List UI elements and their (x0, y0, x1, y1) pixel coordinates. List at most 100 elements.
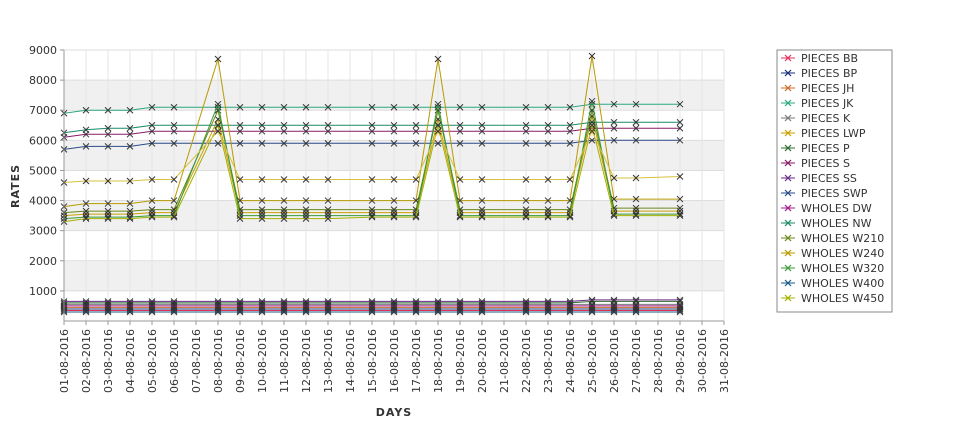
x-axis-title: DAYS (376, 406, 412, 419)
data-point (588, 136, 596, 144)
legend-item: PIECES S (781, 157, 850, 170)
data-point (214, 139, 222, 147)
data-point (544, 127, 552, 135)
data-point (478, 213, 486, 221)
data-point (302, 212, 310, 219)
data-point (588, 124, 596, 132)
data-point (258, 197, 266, 204)
data-point (544, 212, 552, 219)
data-point (434, 100, 442, 108)
data-point (302, 209, 310, 216)
data-point (632, 212, 640, 219)
x-tick-label: 26-08-2016 (608, 329, 621, 393)
data-point (632, 100, 640, 108)
legend-item: WHOLES W210 (781, 232, 884, 245)
data-point (676, 118, 684, 126)
series (60, 136, 684, 153)
data-point (368, 197, 376, 204)
legend: PIECES BB PIECES BP PIECES JH PIECES JK PIEC… (776, 49, 893, 313)
data-point (82, 207, 90, 215)
data-point (258, 139, 266, 147)
data-point (478, 206, 486, 213)
data-point (302, 127, 310, 135)
x-tick-label: 31-08-2016 (718, 329, 731, 393)
legend-label: PIECES SWP (801, 187, 868, 200)
data-point (456, 176, 464, 183)
legend-box (776, 49, 893, 313)
y-tick-label: 5000 (29, 164, 57, 177)
data-point (588, 302, 596, 310)
data-point (82, 106, 90, 114)
data-point (214, 100, 222, 108)
data-point (478, 139, 486, 147)
data-point (544, 121, 552, 129)
grid-lines (63, 49, 725, 321)
data-point (258, 212, 266, 219)
data-point (566, 103, 574, 111)
data-point (104, 200, 112, 207)
data-point (390, 176, 398, 183)
data-point (170, 139, 178, 147)
data-point (522, 176, 530, 183)
x-tick-label: 27-08-2016 (630, 329, 643, 393)
data-point (236, 302, 244, 310)
data-point (566, 121, 574, 129)
data-point (104, 308, 112, 316)
data-point (478, 127, 486, 135)
y-tick-label: 7000 (29, 104, 57, 117)
data-point (390, 212, 398, 219)
data-point (412, 103, 420, 111)
data-point (148, 206, 156, 213)
legend-label: WHOLES W320 (801, 262, 884, 275)
x-tick-label: 28-08-2016 (652, 329, 665, 393)
legend-item: WHOLES W320 (781, 262, 884, 275)
data-point (368, 127, 376, 135)
data-point (82, 215, 90, 222)
legend-label: WHOLES W240 (801, 247, 884, 260)
data-point (104, 215, 112, 222)
x-tick-label: 05-08-2016 (146, 329, 159, 393)
data-point (610, 136, 618, 144)
legend-label: WHOLES W450 (801, 292, 884, 305)
legend-item: WHOLES W400 (781, 277, 884, 290)
data-point (412, 121, 420, 129)
data-point (522, 127, 530, 135)
data-point (676, 210, 684, 218)
data-point (148, 213, 156, 221)
data-point (456, 197, 464, 204)
data-point (82, 302, 90, 310)
x-tick-label: 10-08-2016 (256, 329, 269, 393)
x-tick-label: 21-08-2016 (498, 329, 511, 393)
y-tick-label: 1000 (29, 285, 57, 298)
data-point (522, 212, 530, 219)
data-point (324, 139, 332, 147)
data-point (126, 200, 134, 207)
data-point (82, 143, 90, 150)
data-point (434, 127, 442, 135)
data-point (676, 124, 684, 132)
data-point (324, 127, 332, 135)
data-point (456, 127, 464, 135)
data-point (610, 124, 618, 132)
x-tick-label: 18-08-2016 (432, 329, 445, 393)
x-tick-label: 29-08-2016 (674, 329, 687, 393)
legend-item: WHOLES W450 (781, 292, 884, 305)
data-point (214, 55, 222, 63)
data-point (434, 302, 442, 310)
data-point (148, 139, 156, 147)
x-tick-label: 16-08-2016 (388, 329, 401, 393)
data-point (676, 100, 684, 108)
data-point (478, 121, 486, 129)
data-point (302, 139, 310, 147)
data-point (632, 124, 640, 132)
data-point (214, 121, 222, 129)
data-point (82, 177, 90, 185)
data-point (368, 213, 376, 221)
data-point (302, 121, 310, 129)
data-point (610, 118, 618, 126)
data-point (456, 308, 464, 316)
x-tick-label: 15-08-2016 (366, 329, 379, 393)
data-point (412, 197, 420, 204)
data-point (280, 127, 288, 135)
